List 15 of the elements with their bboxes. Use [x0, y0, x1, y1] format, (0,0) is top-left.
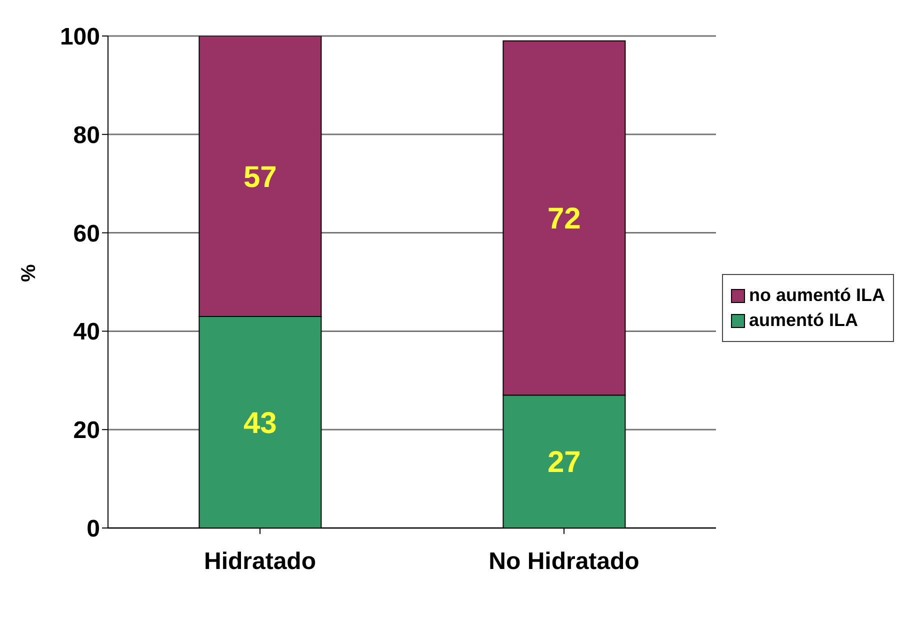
y-tick-label: 40 — [73, 318, 100, 346]
x-tick-label: No Hidratado — [488, 548, 640, 576]
y-tick-label: 100 — [60, 24, 100, 51]
data-label: 72 — [548, 202, 581, 236]
y-tick-label: 20 — [73, 417, 100, 444]
y-tick-label: 80 — [73, 122, 100, 149]
y-tick-label: 0 — [86, 516, 100, 543]
data-label: 43 — [244, 406, 277, 440]
data-label: 27 — [548, 446, 581, 480]
x-tick-label: Hidratado — [204, 548, 316, 576]
y-tick-label: 60 — [73, 220, 100, 248]
legend-label: aumentó ILA — [749, 310, 858, 331]
legend-label: no aumentó ILA — [749, 285, 885, 306]
data-label: 57 — [244, 160, 277, 194]
y-axis-title: % — [18, 264, 40, 282]
